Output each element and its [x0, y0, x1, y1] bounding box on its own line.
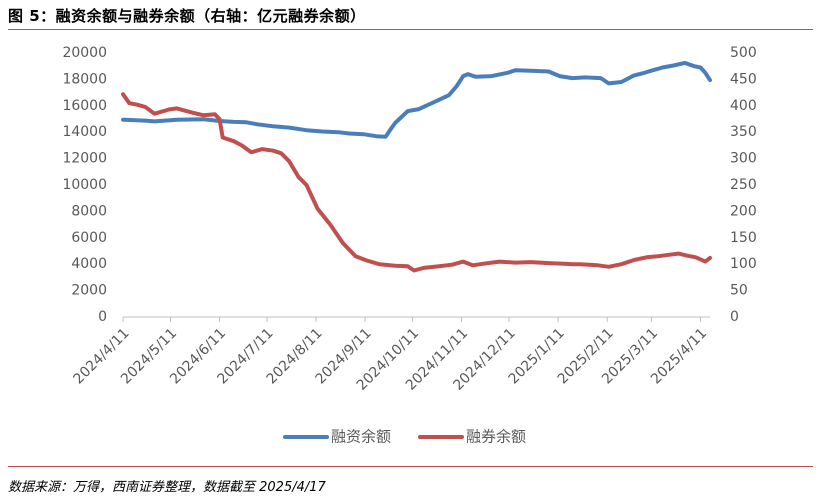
- y-right-tick-label: 500: [730, 45, 757, 61]
- y-left-tick-label: 8000: [71, 203, 107, 219]
- legend-label-financing: 融资余额: [331, 428, 391, 446]
- source-note: 数据来源：万得，西南证券整理，数据截至 2025/4/17: [8, 480, 326, 495]
- y-left-tick-label: 14000: [62, 124, 107, 140]
- y-right-tick-label: 250: [730, 177, 757, 193]
- y-left-tick-label: 20000: [62, 45, 107, 61]
- y-left-tick-label: 2000: [71, 283, 107, 299]
- y-left-tick-label: 4000: [71, 256, 107, 272]
- y-left-tick-label: 0: [98, 309, 107, 325]
- y-right-tick-label: 350: [730, 124, 757, 140]
- y-right-tick-label: 50: [730, 283, 748, 299]
- y-right-tick-label: 400: [730, 98, 757, 114]
- y-right-tick-label: 300: [730, 151, 757, 167]
- y-right-tick-label: 450: [730, 71, 757, 87]
- series-line-securities-lending: [121, 92, 712, 273]
- y-right-tick-label: 100: [730, 256, 757, 272]
- series-line-financing: [121, 60, 712, 139]
- legend-label-securities-lending: 融券余额: [466, 428, 526, 446]
- y-left-tick-label: 16000: [62, 98, 107, 114]
- chart-title: 图 5：融资余额与融券余额（右轴：亿元融券余额）: [8, 7, 366, 25]
- y-right-tick-label: 200: [730, 203, 757, 219]
- y-right-tick-label: 0: [730, 309, 739, 325]
- y-left-tick-label: 12000: [62, 151, 107, 167]
- chart: 2024/4/112024/5/112024/6/112024/7/112024…: [62, 45, 757, 446]
- y-left-tick-label: 6000: [71, 230, 107, 246]
- bottom-rule: [8, 466, 813, 467]
- y-right-tick-label: 150: [730, 230, 757, 246]
- y-left-tick-label: 10000: [62, 177, 107, 193]
- top-rule: [8, 29, 813, 30]
- y-left-tick-label: 18000: [62, 71, 107, 87]
